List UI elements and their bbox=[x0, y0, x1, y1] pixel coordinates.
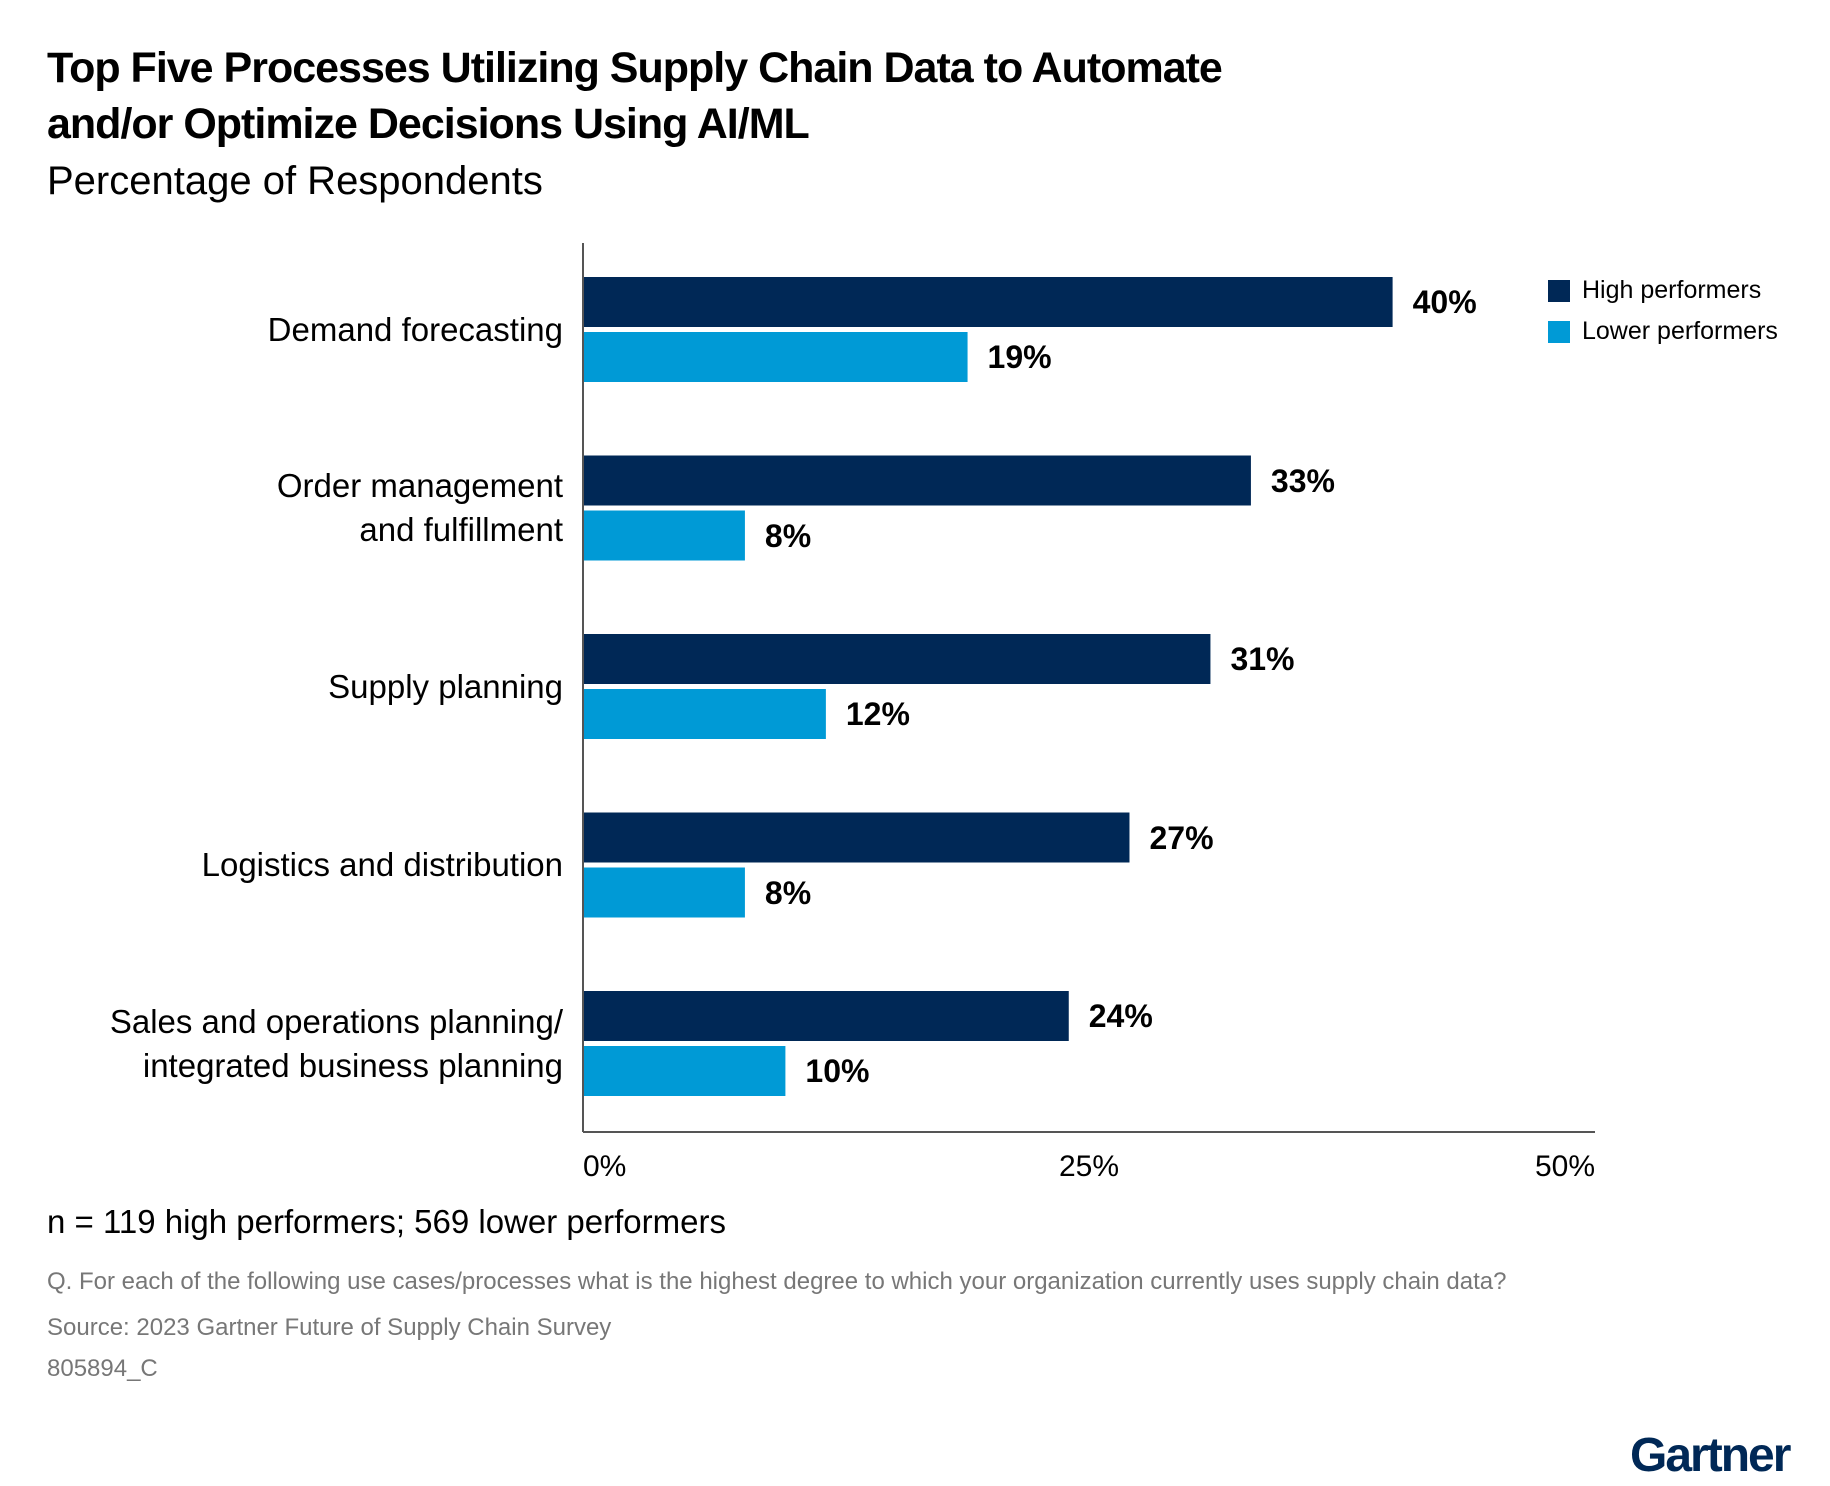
category-label: Order management and fulfillment bbox=[277, 464, 563, 552]
legend-swatch-lower bbox=[1548, 320, 1570, 343]
x-tick-0: 0% bbox=[583, 1150, 627, 1183]
bar-high-0 bbox=[583, 277, 1393, 327]
legend-label-high: High performers bbox=[1582, 276, 1762, 304]
value-label: 8% bbox=[764, 517, 812, 554]
bar-high-4 bbox=[583, 991, 1069, 1041]
legend-label-lower: Lower performers bbox=[1582, 317, 1778, 345]
category-label: Logistics and distribution bbox=[202, 843, 563, 887]
sample-size-note: n = 119 high performers; 569 lower perfo… bbox=[47, 1203, 726, 1240]
value-label: 31% bbox=[1230, 641, 1295, 677]
value-label: 40% bbox=[1412, 284, 1477, 320]
value-label: 12% bbox=[845, 696, 910, 732]
gartner-logo: Gartner bbox=[1630, 1429, 1791, 1482]
legend-item-lower: Lower performers bbox=[1548, 317, 1778, 346]
bar-lower-4 bbox=[583, 1046, 786, 1096]
category-label-line: Sales and operations planning/ bbox=[109, 1002, 563, 1040]
category-label-line: Demand forecasting bbox=[267, 310, 563, 348]
value-label: 27% bbox=[1149, 819, 1214, 856]
category-label-line: integrated business planning bbox=[142, 1046, 563, 1084]
value-label: 10% bbox=[805, 1053, 870, 1089]
category-label-line: Order management bbox=[276, 467, 563, 504]
question-note: Q. For each of the following use cases/p… bbox=[47, 1268, 1507, 1295]
bar-lower-0 bbox=[583, 332, 968, 382]
chart-title-line-1: Top Five Processes Utilizing Supply Chai… bbox=[47, 44, 1223, 92]
source-note: Source: 2023 Gartner Future of Supply Ch… bbox=[47, 1314, 612, 1341]
category-label: Supply planning bbox=[328, 665, 563, 709]
bar-lower-2 bbox=[583, 689, 826, 739]
legend-swatch-high bbox=[1548, 279, 1570, 302]
value-label: 19% bbox=[987, 339, 1052, 375]
bar-high-2 bbox=[583, 634, 1211, 684]
bar-lower-3 bbox=[583, 867, 745, 918]
category-label: Sales and operations planning/integrated… bbox=[110, 1000, 563, 1088]
legend-item-high: High performers bbox=[1548, 276, 1761, 305]
value-label: 33% bbox=[1270, 462, 1335, 499]
value-label: 8% bbox=[764, 874, 812, 911]
category-label-line: Supply planning bbox=[328, 667, 563, 705]
bar-high-1 bbox=[583, 455, 1251, 506]
chart-subtitle: Percentage of Respondents bbox=[47, 159, 543, 203]
chart-id: 805894_C bbox=[47, 1355, 158, 1382]
bar-high-3 bbox=[583, 812, 1130, 863]
x-tick-50: 50% bbox=[1534, 1150, 1595, 1183]
category-label: Demand forecasting bbox=[268, 308, 563, 352]
category-label-line: Logistics and distribution bbox=[201, 846, 563, 883]
category-label-line: and fulfillment bbox=[359, 511, 563, 548]
value-label: 24% bbox=[1088, 998, 1153, 1034]
bar-lower-1 bbox=[583, 510, 745, 561]
chart-title-line-2: and/or Optimize Decisions Using AI/ML bbox=[47, 100, 810, 148]
x-tick-25: 25% bbox=[1058, 1150, 1120, 1183]
